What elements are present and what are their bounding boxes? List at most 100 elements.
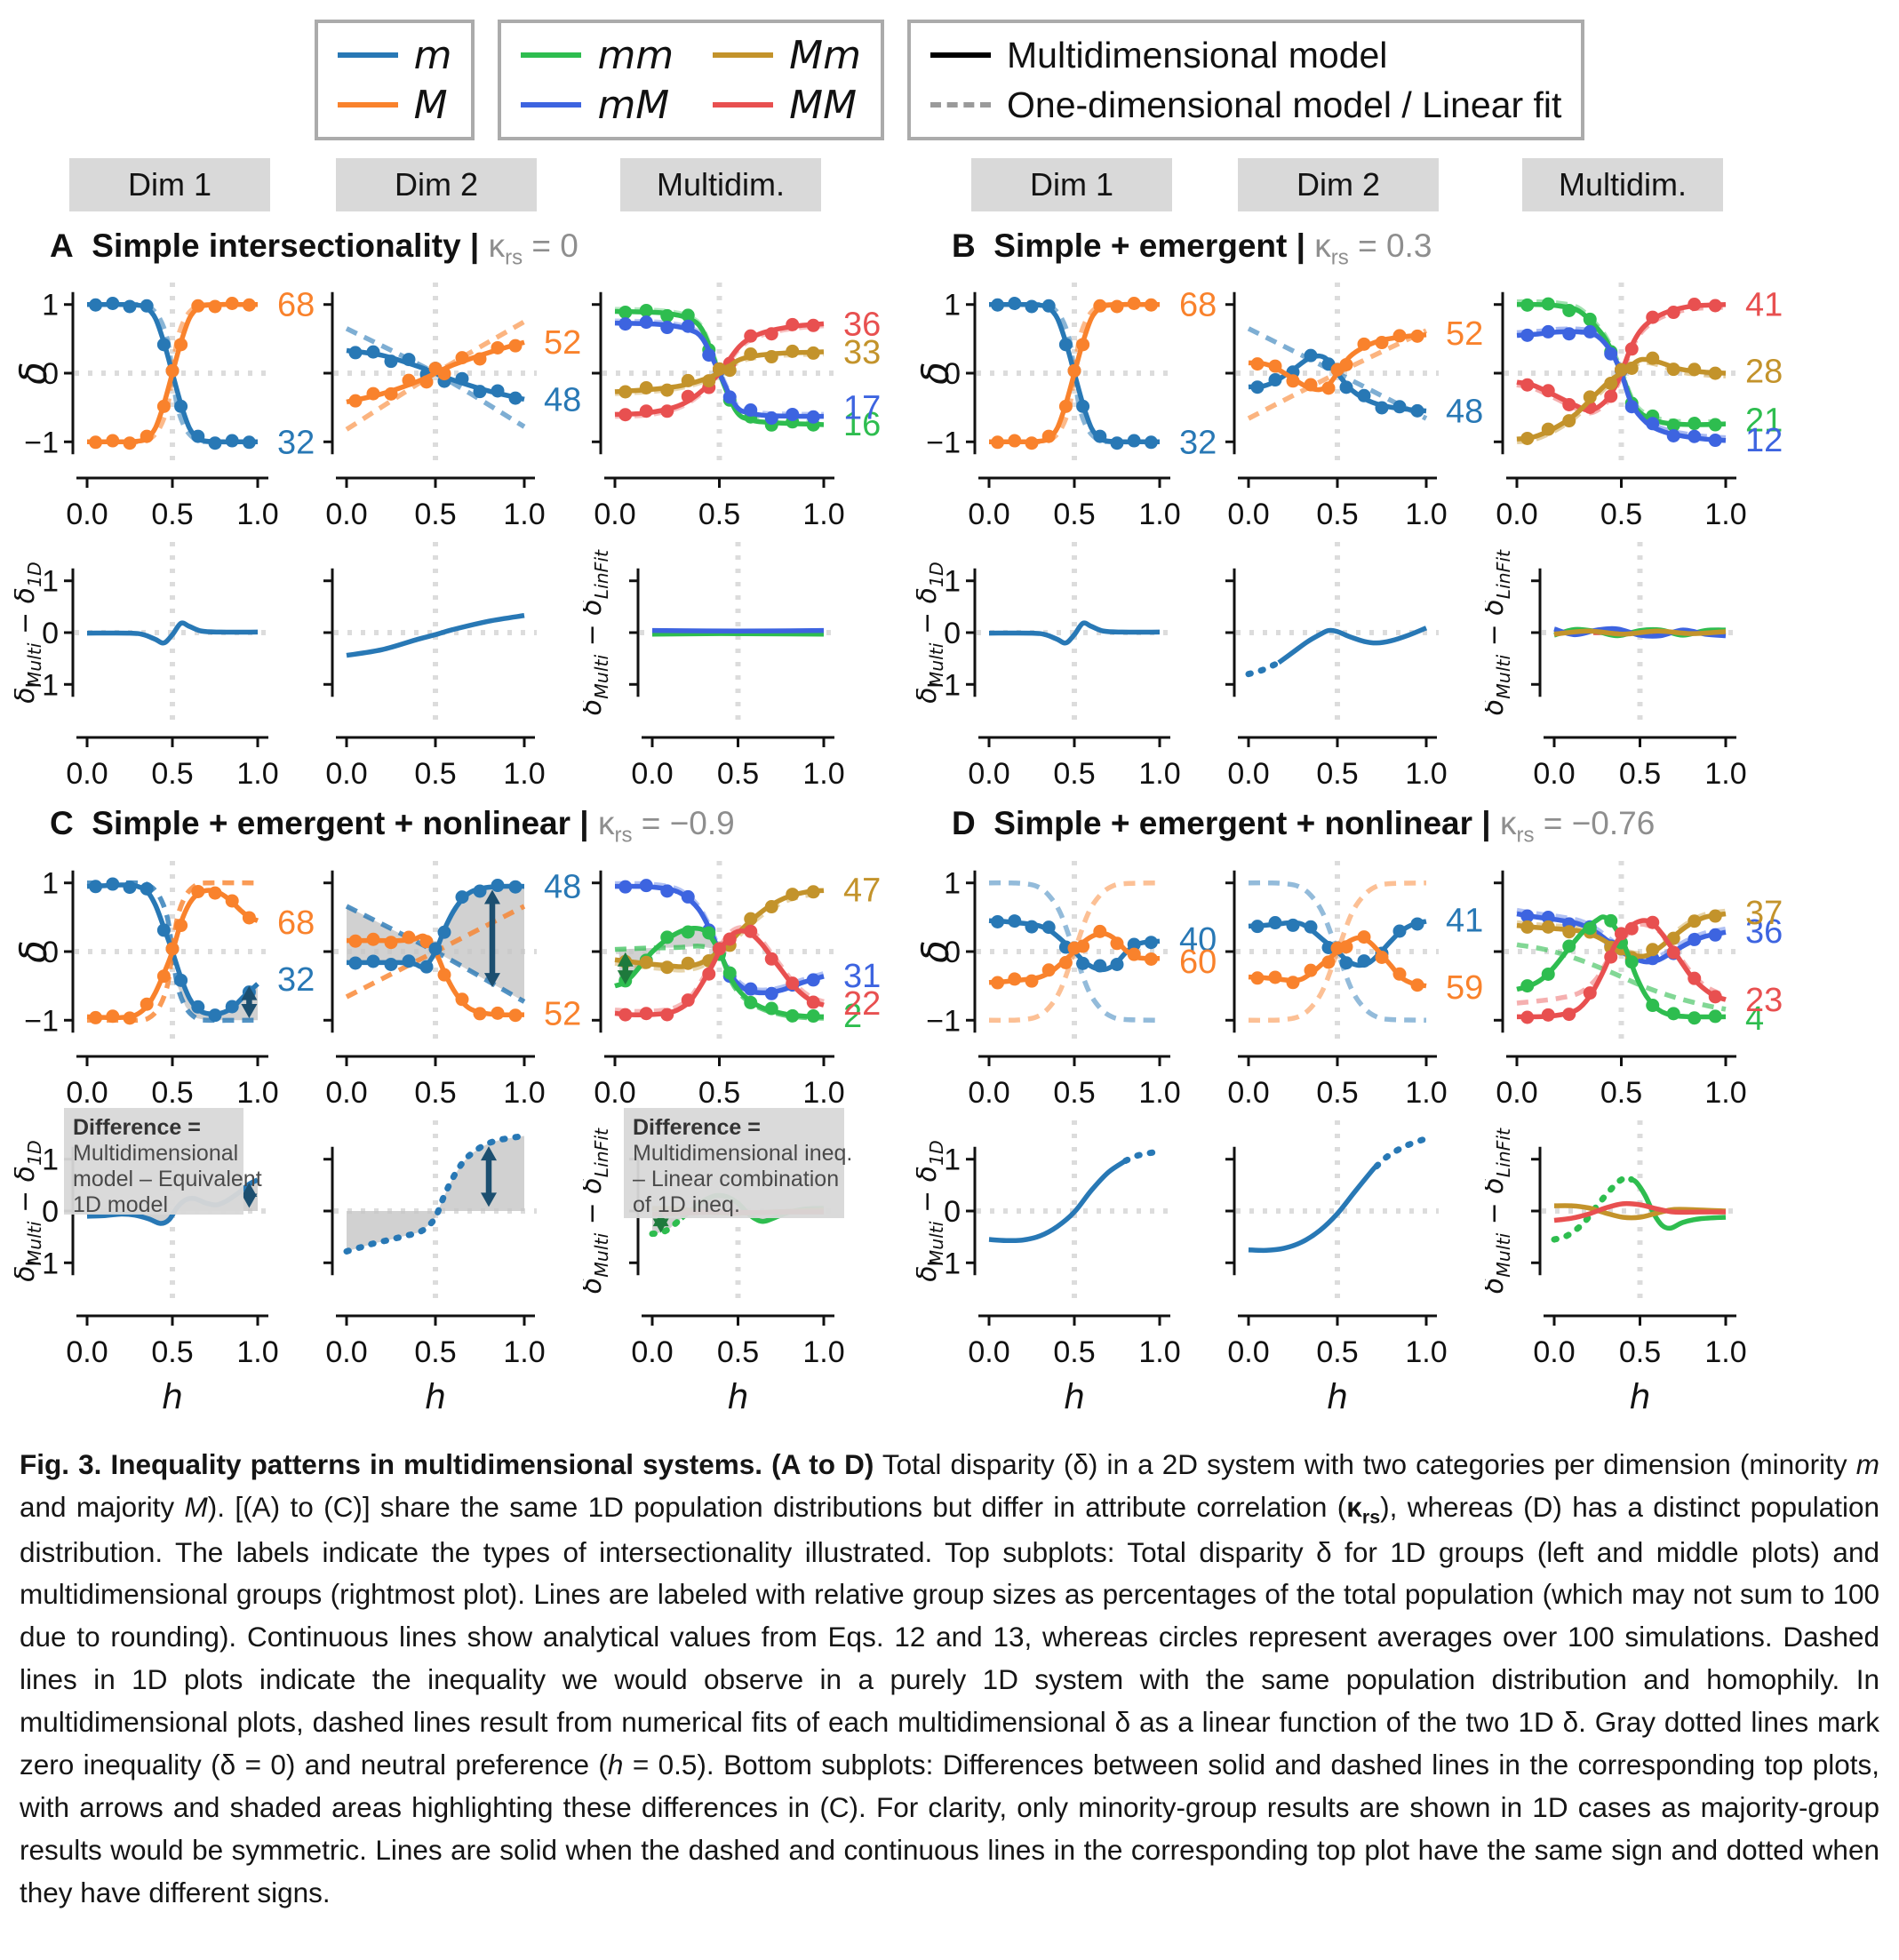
- solid-line-swatch: [930, 52, 991, 58]
- svg-text:0.5: 0.5: [1053, 757, 1095, 789]
- legend-label-m: m: [413, 32, 452, 78]
- svg-text:−1: −1: [926, 1247, 961, 1280]
- svg-text:1: 1: [42, 289, 59, 323]
- svg-text:0.0: 0.0: [631, 757, 673, 789]
- caption-run: rs: [1361, 1505, 1381, 1527]
- svg-text:−1: −1: [926, 669, 961, 703]
- svg-text:δ: δ: [916, 363, 957, 386]
- svg-text:0.5: 0.5: [414, 757, 456, 789]
- svg-text:0.0: 0.0: [1533, 757, 1575, 789]
- plot-C1d: −1 0 1 0.0 0.5 1.0 h δMulti​ − δ1D​ Difference =…: [14, 1107, 279, 1414]
- figure-caption: Fig. 3. Inequality patterns in multidime…: [14, 1444, 1885, 1915]
- plot-B2: 48 52 0.0 0.5 1.0: [1225, 283, 1483, 530]
- legend-item-mM: mM: [521, 80, 674, 130]
- svg-text:1.0: 1.0: [1138, 1076, 1180, 1108]
- mm-line-swatch: [521, 52, 582, 58]
- svg-text:16: 16: [843, 407, 881, 444]
- legend-item-Mm: Mm: [713, 30, 861, 80]
- svg-text:40: 40: [1179, 921, 1217, 959]
- svg-text:32: 32: [1179, 425, 1217, 462]
- svg-text:0.5: 0.5: [414, 498, 456, 530]
- svg-text:δMulti​ − δLinFit​: δMulti​ − δLinFit​: [1485, 549, 1514, 715]
- svg-text:41: 41: [1745, 287, 1783, 324]
- svg-text:1: 1: [42, 565, 59, 599]
- svg-text:1.0: 1.0: [503, 757, 545, 789]
- svg-text:47: 47: [843, 872, 881, 909]
- svg-text:0.0: 0.0: [968, 498, 1009, 530]
- mM-line-swatch: [521, 102, 582, 108]
- caption-run: ). [(A) to (C)] share the same 1D popula…: [207, 1490, 1347, 1523]
- svg-text:0.0: 0.0: [594, 1076, 635, 1108]
- legend-box-2d-groups: mm Mm mM MM: [498, 20, 884, 140]
- panel-a-top-row: 32 68 −1 0 1 0.0 0.5 1.0 δ 48 52 0.0 0.5 1.0 16 17 36 33 0…: [14, 270, 890, 530]
- svg-text:0.0: 0.0: [325, 757, 367, 789]
- svg-text:1: 1: [944, 565, 961, 599]
- panel-d-title: D Simple + emergent + nonlinear | κrs = …: [952, 805, 1656, 848]
- svg-text:1.0: 1.0: [1704, 498, 1746, 530]
- svg-text:δ: δ: [14, 940, 55, 963]
- column-headers-left: Dim 1 Dim 2 Multidim.: [14, 158, 890, 211]
- legend-label-mM: mM: [597, 82, 670, 128]
- plot-D2: 41 59 0.0 0.5 1.0: [1225, 860, 1483, 1108]
- panel-d-top-row: 40 60 −1 0 1 0.0 0.5 1.0 δ 41 59 0.0 0.5 1.0 36 37 4 23 0.…: [916, 849, 1791, 1108]
- svg-text:0: 0: [42, 936, 59, 969]
- svg-text:−1: −1: [24, 669, 59, 703]
- svg-text:1.0: 1.0: [503, 1076, 545, 1108]
- svg-text:1.0: 1.0: [1138, 498, 1180, 530]
- annotation-line: Difference =: [633, 1115, 761, 1140]
- svg-text:33: 33: [843, 334, 881, 371]
- svg-text:0.5: 0.5: [717, 757, 759, 789]
- svg-text:0.0: 0.0: [66, 498, 108, 530]
- svg-text:0.0: 0.0: [66, 1335, 108, 1369]
- svg-text:1.0: 1.0: [236, 1076, 278, 1108]
- annotation-line: Difference =: [73, 1115, 201, 1140]
- plot-B3d: 0.0 0.5 1.0 δMulti​ − δLinFit​: [1485, 542, 1747, 789]
- svg-text:0.5: 0.5: [1316, 757, 1358, 789]
- svg-text:1.0: 1.0: [503, 1335, 545, 1369]
- svg-text:0.0: 0.0: [1227, 498, 1269, 530]
- plot-C3: 312 47 22 0.0 0.5 1.0: [592, 860, 881, 1108]
- legend-item-M: M: [337, 80, 452, 130]
- svg-text:0.0: 0.0: [1227, 1335, 1269, 1369]
- svg-text:0.0: 0.0: [1227, 1076, 1269, 1108]
- annotation-line: of 1D ineq.: [633, 1192, 740, 1217]
- svg-text:−1: −1: [926, 426, 961, 460]
- svg-text:h: h: [1629, 1377, 1650, 1414]
- m-line-swatch: [337, 52, 398, 58]
- svg-text:59: 59: [1446, 969, 1483, 1007]
- svg-text:0.5: 0.5: [1619, 1335, 1661, 1369]
- svg-text:0: 0: [944, 1195, 961, 1229]
- svg-text:0.5: 0.5: [1053, 498, 1095, 530]
- legend-label-dashed: One-dimensional model / Linear fit: [1007, 84, 1562, 125]
- svg-text:32: 32: [277, 961, 315, 999]
- annotation-line: Multidimensional: [73, 1141, 238, 1166]
- plot-D3d: 0.0 0.5 1.0 h δMulti​ − δLinFit​: [1485, 1119, 1747, 1414]
- svg-text:23: 23: [1745, 982, 1783, 1019]
- svg-text:0: 0: [42, 357, 59, 391]
- plot-D1d: −1 0 1 0.0 0.5 1.0 h δMulti​ − δ1D​: [916, 1119, 1181, 1414]
- legend-label-M: M: [413, 82, 448, 128]
- Mm-line-swatch: [713, 52, 774, 58]
- svg-text:1.0: 1.0: [236, 1335, 278, 1369]
- legend: m M mm Mm mM MM: [14, 20, 1885, 140]
- svg-text:1.0: 1.0: [802, 757, 844, 789]
- legend-item-dashed: One-dimensional model / Linear fit: [930, 80, 1561, 130]
- svg-text:0.5: 0.5: [1316, 498, 1358, 530]
- svg-text:48: 48: [544, 868, 581, 905]
- svg-text:−1: −1: [24, 426, 59, 460]
- panel-c-diff-row: −1 0 1 0.0 0.5 1.0 h δMulti​ − δ1D​ Difference =…: [14, 1107, 890, 1414]
- header-dim1: Dim 1: [971, 158, 1172, 211]
- annotation-line: Multidimensional ineq.: [633, 1141, 852, 1166]
- svg-text:0.0: 0.0: [66, 757, 108, 789]
- svg-text:0.5: 0.5: [1619, 757, 1661, 789]
- svg-text:1: 1: [42, 1143, 59, 1176]
- svg-text:31: 31: [843, 958, 881, 995]
- svg-text:0.5: 0.5: [151, 1335, 193, 1369]
- svg-text:0.0: 0.0: [325, 1335, 367, 1369]
- svg-text:68: 68: [277, 904, 315, 942]
